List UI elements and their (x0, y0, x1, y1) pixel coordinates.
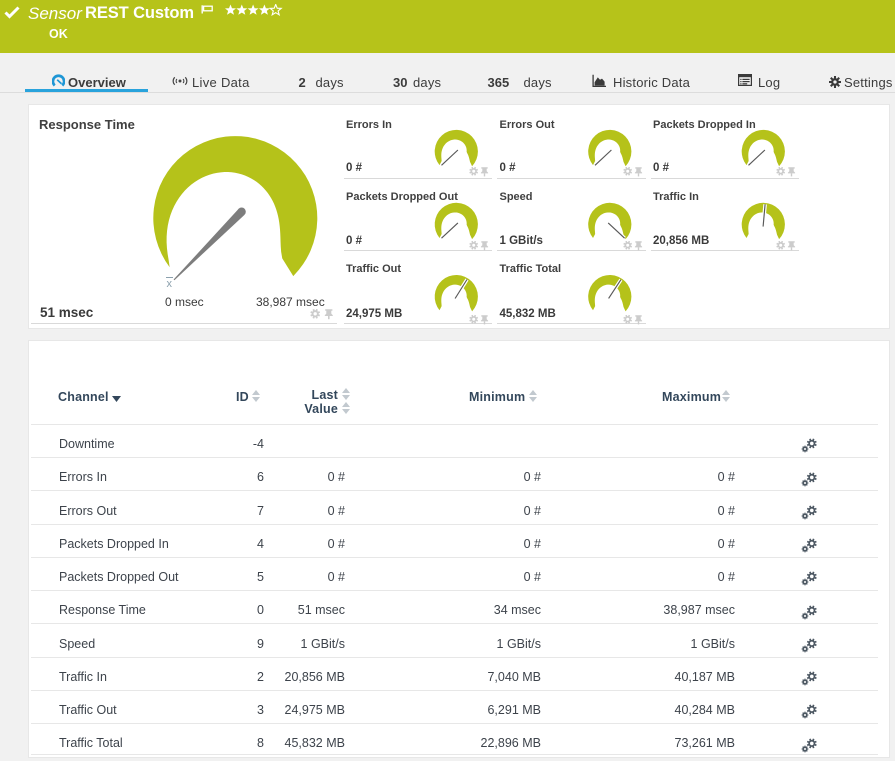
svg-text:x: x (167, 278, 173, 290)
